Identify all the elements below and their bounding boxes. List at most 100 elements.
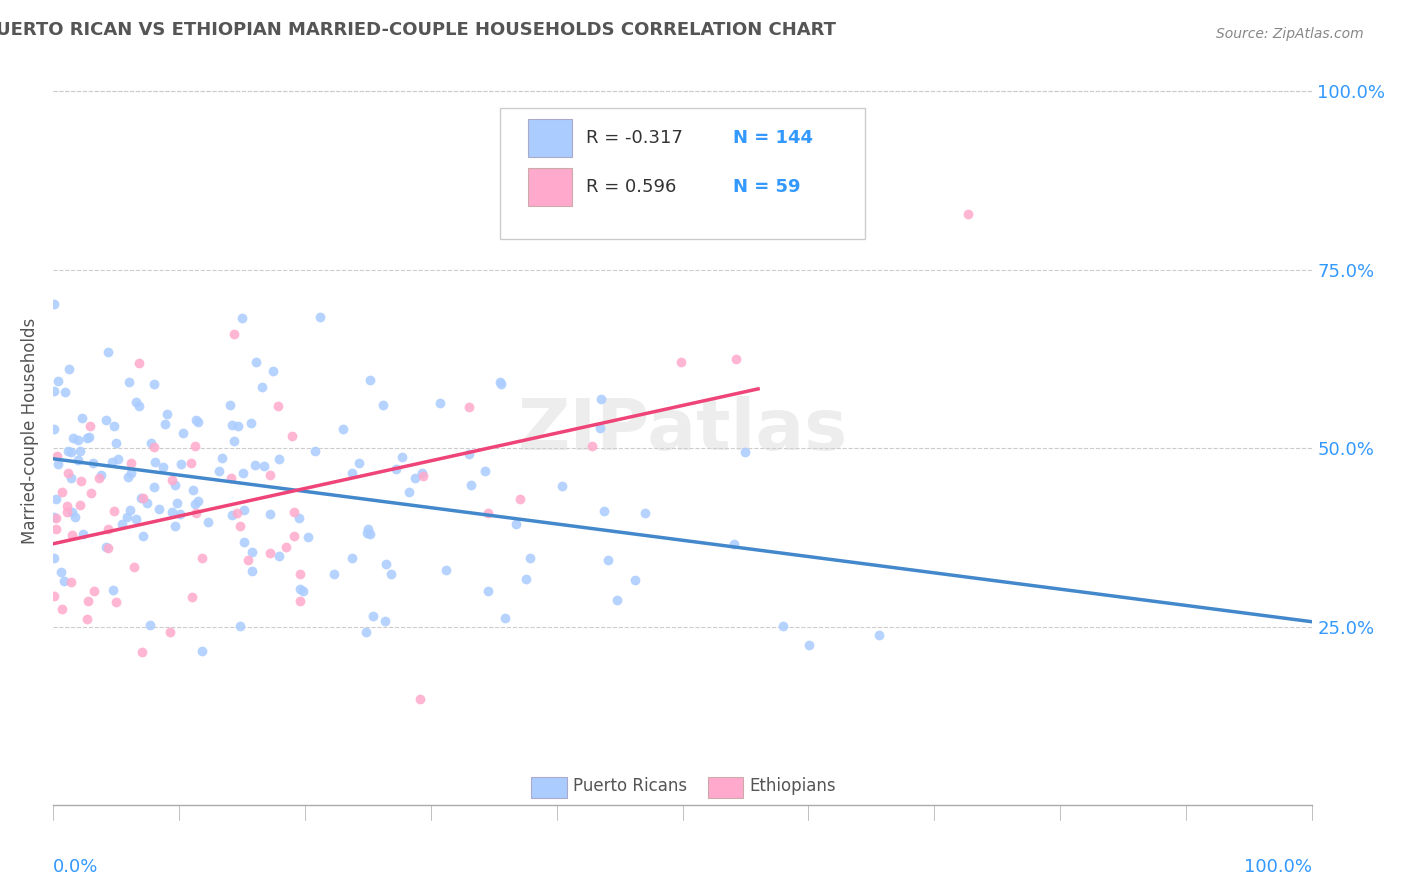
Point [606,593,628,607]
Point [489,377,512,392]
Point [69,444,91,458]
Point [240,416,263,430]
Point [868,628,890,642]
Point [70,474,93,488]
Point [221,418,243,433]
Point [131,645,153,659]
Point [90,468,112,483]
Point [170,457,193,471]
Point [60,527,83,541]
Point [724,351,747,366]
Y-axis label: Married-couple Households: Married-couple Households [21,318,39,543]
Point [60,575,83,590]
Point [288,566,311,581]
Point [105,595,128,609]
Point [259,467,281,482]
Point [162,473,184,487]
Point [184,506,207,520]
Point [374,614,396,628]
Point [221,508,243,523]
Point [624,573,647,587]
Point [155,417,177,431]
Point [79,418,101,433]
Point [231,311,253,326]
Point [77,430,100,444]
Point [48,458,70,472]
Point [434,563,457,577]
Point [550,479,572,493]
FancyBboxPatch shape [707,777,742,797]
Point [156,407,179,421]
Point [398,485,420,500]
Point [593,503,616,517]
Point [49,566,72,580]
Point [409,692,432,706]
Point [118,375,141,389]
Point [100,455,122,469]
Point [148,502,170,516]
Point [347,456,370,470]
Point [411,466,433,480]
Point [129,491,152,506]
Point [46,375,69,389]
Point [63,509,86,524]
Point [197,515,219,529]
Point [581,439,603,453]
Point [165,518,187,533]
Point [232,466,254,480]
FancyBboxPatch shape [501,108,865,239]
Point [458,447,481,461]
Point [267,452,290,467]
Point [240,564,263,578]
Point [226,506,249,520]
Point [117,470,139,484]
Point [52,574,75,588]
Point [132,491,155,505]
Point [163,478,186,492]
Point [184,439,207,453]
Point [219,471,242,485]
Point [187,415,209,429]
Point [283,528,305,542]
Point [101,583,124,598]
Point [120,503,142,517]
Point [76,612,98,626]
Point [55,500,77,514]
Point [515,572,537,586]
Point [359,527,381,541]
Text: R = 0.596: R = 0.596 [585,178,676,196]
Point [45,511,67,525]
Point [236,553,259,567]
Point [67,433,90,447]
Point [120,457,142,471]
Point [132,529,155,543]
Point [69,498,91,512]
Point [125,394,148,409]
Point [359,373,381,387]
Point [82,456,104,470]
Point [229,519,252,533]
FancyBboxPatch shape [527,120,572,157]
Point [596,552,619,566]
Point [332,422,354,436]
Point [181,483,204,498]
Point [83,583,105,598]
Point [103,418,125,433]
Point [262,364,284,378]
Point [489,376,512,390]
Point [287,511,309,525]
Point [240,545,263,559]
Point [60,505,83,519]
Point [354,625,377,640]
Point [309,310,332,325]
Point [211,450,233,465]
Point [589,392,612,407]
Point [281,429,304,443]
Point [229,618,252,632]
Point [253,458,276,473]
Point [734,445,756,459]
Point [42,297,65,311]
Point [141,435,163,450]
Point [290,582,312,596]
Point [152,460,174,475]
